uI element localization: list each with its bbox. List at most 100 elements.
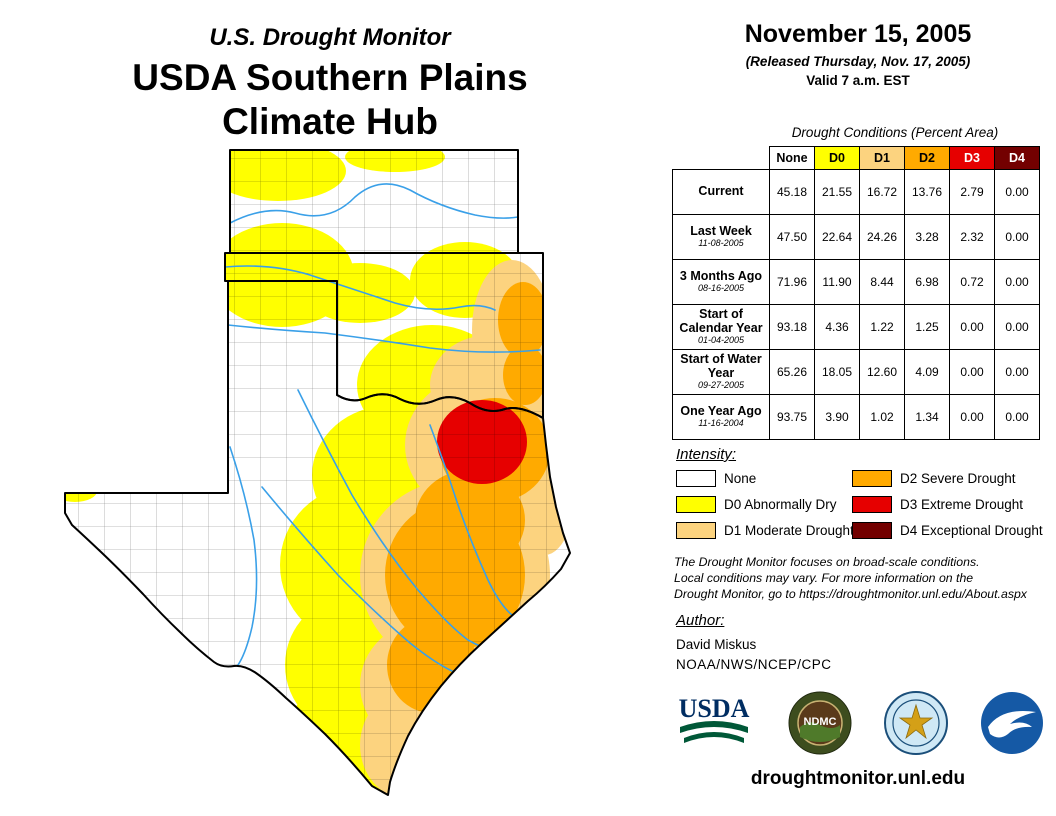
table-row-start-calendar-year: Start of Calendar Year 01-04-2005 93.18 … xyxy=(672,304,1040,350)
table-title: Drought Conditions (Percent Area) xyxy=(791,125,999,140)
row-label-cell: Start of Calendar Year 01-04-2005 xyxy=(672,304,770,350)
col-header-d0: D0 xyxy=(814,146,860,170)
ndmc-logo-text: NDMC xyxy=(804,716,837,728)
value-cell: 2.32 xyxy=(949,214,995,260)
value-cell: 13.76 xyxy=(904,169,950,215)
value-cell: 65.26 xyxy=(769,349,815,395)
col-header-d4: D4 xyxy=(994,146,1040,170)
author-name: David Miskus xyxy=(676,637,757,652)
legend-label: D1 Moderate Drought xyxy=(724,523,854,538)
value-cell: 11.90 xyxy=(814,259,860,305)
row-sublabel: 11-16-2004 xyxy=(698,418,744,429)
value-cell: 22.64 xyxy=(814,214,860,260)
released-date: (Released Thursday, Nov. 17, 2005) xyxy=(745,54,971,69)
value-cell: 18.05 xyxy=(814,349,860,395)
row-sublabel: 09-27-2005 xyxy=(697,380,745,391)
legend-swatch-d0 xyxy=(676,496,716,513)
state-borders xyxy=(64,149,571,796)
legend-swatch-d4 xyxy=(852,522,892,539)
disclaimer-line: Drought Monitor, go to https://droughtmo… xyxy=(674,587,1027,602)
usda-logo-text: USDA xyxy=(679,694,750,723)
value-cell: 3.90 xyxy=(814,394,860,440)
value-cell: 3.28 xyxy=(904,214,950,260)
date-block: November 15, 2005 (Released Thursday, No… xyxy=(672,20,1044,88)
map-title-block: U.S. Drought Monitor USDA Southern Plain… xyxy=(40,24,620,145)
table-row-3-months-ago: 3 Months Ago 08-16-2005 71.96 11.90 8.44… xyxy=(672,259,1040,305)
legend-item-d3: D3 Extreme Drought xyxy=(852,496,1023,513)
footer-url: droughtmonitor.unl.edu xyxy=(750,768,966,789)
noaa-logo xyxy=(981,692,1043,754)
col-header-d2: D2 xyxy=(904,146,950,170)
author-org: NOAA/NWS/NCEP/CPC xyxy=(676,657,832,672)
legend-item-none: None xyxy=(676,470,756,487)
value-cell: 1.34 xyxy=(904,394,950,440)
value-cell: 0.72 xyxy=(949,259,995,305)
row-label-cell: Current xyxy=(672,169,770,215)
value-cell: 1.22 xyxy=(859,304,905,350)
disclaimer-line: The Drought Monitor focuses on broad-sca… xyxy=(674,555,980,569)
legend-swatch-none xyxy=(676,470,716,487)
value-cell: 2.79 xyxy=(949,169,995,215)
legend-swatch-d1 xyxy=(676,522,716,539)
legend-swatch-d2 xyxy=(852,470,892,487)
river-lines xyxy=(224,183,541,672)
col-header-none: None xyxy=(769,146,815,170)
value-cell: 0.00 xyxy=(994,214,1040,260)
row-label: Start of Calendar Year xyxy=(679,306,763,335)
row-label-cell: One Year Ago 11-16-2004 xyxy=(672,394,770,440)
value-cell: 8.44 xyxy=(859,259,905,305)
row-sublabel: 11-08-2005 xyxy=(698,238,744,249)
value-cell: 6.98 xyxy=(904,259,950,305)
value-cell: 24.26 xyxy=(859,214,905,260)
drought-monitor-title: U.S. Drought Monitor xyxy=(209,24,451,51)
row-label: One Year Ago xyxy=(680,403,762,418)
col-header-d3: D3 xyxy=(949,146,995,170)
value-cell: 0.00 xyxy=(994,169,1040,215)
value-cell: 0.00 xyxy=(994,394,1040,440)
table-row-start-water-year: Start of Water Year 09-27-2005 65.26 18.… xyxy=(672,349,1040,395)
value-cell: 4.09 xyxy=(904,349,950,395)
county-grid xyxy=(65,150,570,795)
legend-item-d2: D2 Severe Drought xyxy=(852,470,1016,487)
row-sublabel: 08-16-2005 xyxy=(697,283,745,294)
value-cell: 0.00 xyxy=(994,304,1040,350)
legend-label: D4 Exceptional Drought xyxy=(900,523,1043,538)
disclaimer: The Drought Monitor focuses on broad-sca… xyxy=(674,554,1046,603)
logo-row: USDA NDMC xyxy=(672,690,1044,756)
legend-item-d1: D1 Moderate Drought xyxy=(676,522,854,539)
state-texas xyxy=(64,280,571,796)
value-cell: 21.55 xyxy=(814,169,860,215)
legend-label: D2 Severe Drought xyxy=(900,471,1016,486)
col-header-d1: D1 xyxy=(859,146,905,170)
disclaimer-line: Local conditions may vary. For more info… xyxy=(674,571,974,586)
row-label: 3 Months Ago xyxy=(679,268,763,283)
value-cell: 4.36 xyxy=(814,304,860,350)
value-cell: 0.00 xyxy=(949,394,995,440)
report-date: November 15, 2005 xyxy=(744,20,972,48)
row-label-cell: 3 Months Ago 08-16-2005 xyxy=(672,259,770,305)
value-cell: 0.00 xyxy=(949,304,995,350)
value-cell: 71.96 xyxy=(769,259,815,305)
usda-logo: USDA xyxy=(679,694,750,743)
hub-title-line2: Climate Hub xyxy=(222,101,438,143)
valid-time: Valid 7 a.m. EST xyxy=(806,73,910,88)
table-row-current: Current 45.18 21.55 16.72 13.76 2.79 0.0… xyxy=(672,169,1040,215)
value-cell: 0.00 xyxy=(994,259,1040,305)
value-cell: 93.18 xyxy=(769,304,815,350)
row-label-cell: Last Week 11-08-2005 xyxy=(672,214,770,260)
drought-map xyxy=(64,149,571,796)
legend-label: D3 Extreme Drought xyxy=(900,497,1024,512)
hub-title-line1: USDA Southern Plains xyxy=(132,57,528,98)
legend-swatch-d3 xyxy=(852,496,892,513)
value-cell: 45.18 xyxy=(769,169,815,215)
table-row-one-year-ago: One Year Ago 11-16-2004 93.75 3.90 1.02 … xyxy=(672,394,1040,440)
legend-item-d0: D0 Abnormally Dry xyxy=(676,496,837,513)
row-label: Current xyxy=(698,183,744,198)
legend-label: D0 Abnormally Dry xyxy=(724,497,837,512)
value-cell: 47.50 xyxy=(769,214,815,260)
value-cell: 93.75 xyxy=(769,394,815,440)
table-header-row: None D0 D1 D2 D3 D4 xyxy=(672,146,1040,170)
row-label: Start of Water Year xyxy=(680,351,762,380)
table-row-last-week: Last Week 11-08-2005 47.50 22.64 24.26 3… xyxy=(672,214,1040,260)
value-cell: 1.25 xyxy=(904,304,950,350)
